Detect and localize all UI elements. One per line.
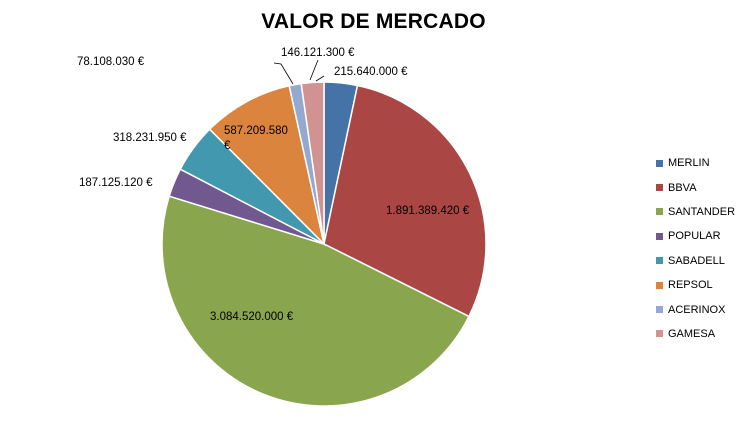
legend-swatch <box>656 330 663 338</box>
legend-label: SABADELL <box>668 254 725 267</box>
legend-label: POPULAR <box>668 230 721 243</box>
leader-line-merlin <box>315 75 325 82</box>
pie-slice-gamesa <box>300 81 325 245</box>
data-label-gamesa: 146.121.300 € <box>281 47 355 59</box>
legend-swatch <box>656 208 663 216</box>
legend-label: REPSOL <box>668 279 713 292</box>
legend-item-bbva: BBVA <box>656 175 735 199</box>
pie-slice-repsol <box>208 84 326 247</box>
data-label-repsol: 587.209.580 € <box>224 125 288 152</box>
legend-label: GAMESA <box>668 327 716 340</box>
legend: MERLIN BBVA SANTANDER POPULAR SABADELL REPSOL… <box>656 151 735 346</box>
data-label-santander: 3.084.520.000 € <box>210 311 294 323</box>
legend-item-repsol: REPSOL <box>656 273 735 297</box>
legend-item-acerinox: ACERINOX <box>656 297 735 321</box>
legend-label: BBVA <box>668 181 697 194</box>
leader-line-gamesa <box>309 59 319 81</box>
legend-swatch <box>656 257 663 265</box>
data-label-bbva: 1.891.389.420 € <box>386 205 470 217</box>
legend-item-popular: POPULAR <box>656 224 735 248</box>
legend-label: MERLIN <box>668 157 710 170</box>
legend-swatch <box>656 184 663 192</box>
legend-swatch <box>656 281 663 289</box>
pie-slice-santander <box>161 195 470 407</box>
data-label-sabadell: 318.231.950 € <box>113 132 187 144</box>
legend-swatch <box>656 159 663 167</box>
legend-item-sabadell: SABADELL <box>656 249 735 273</box>
legend-item-gamesa: GAMESA <box>656 322 735 346</box>
legend-swatch <box>656 232 663 240</box>
legend-label: ACERINOX <box>668 303 726 316</box>
data-label-popular: 187.125.120 € <box>79 177 153 189</box>
legend-item-merlin: MERLIN <box>656 151 735 175</box>
data-label-merlin: 215.640.000 € <box>334 66 408 78</box>
legend-label: SANTANDER <box>668 205 736 218</box>
legend-item-santander: SANTANDER <box>656 200 735 224</box>
data-label-acerinox: 78.108.030 € <box>77 56 145 68</box>
leader-line-acerinox <box>273 62 294 85</box>
legend-swatch <box>656 306 663 314</box>
chart-title: VALOR DE MERCADO <box>261 10 486 33</box>
pie-slice-bbva <box>323 84 487 318</box>
